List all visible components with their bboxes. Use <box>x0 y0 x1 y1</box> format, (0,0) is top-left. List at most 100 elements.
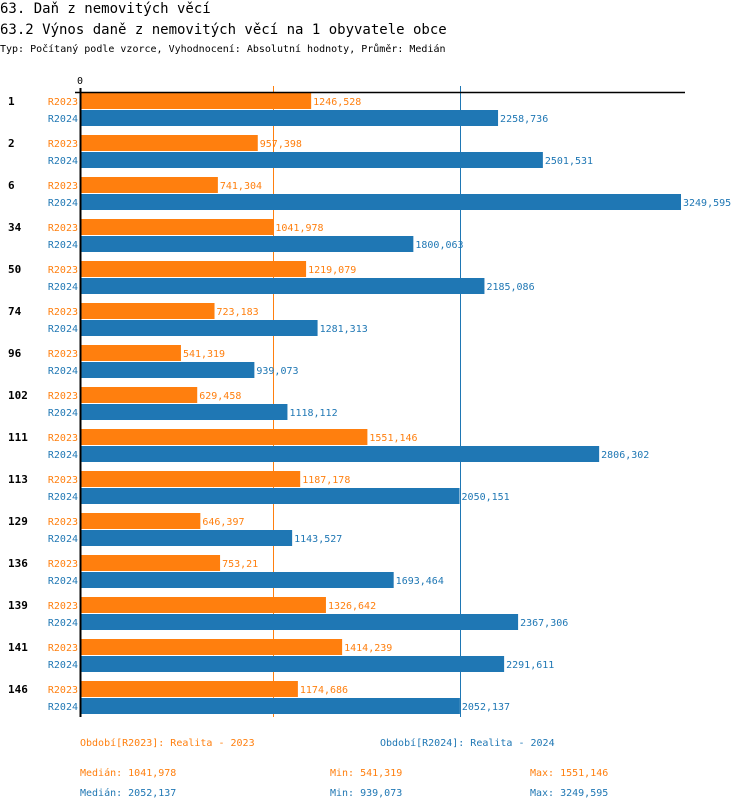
stat-r2024-max: Max: 3249,595 <box>530 788 609 799</box>
series-label: R2024 <box>48 324 78 335</box>
bar-r2023 <box>81 135 258 151</box>
series-label: R2024 <box>48 618 78 629</box>
value-label: 1219,079 <box>308 265 356 276</box>
chart-title: 63.2 Výnos daně z nemovitých věcí na 1 o… <box>0 22 447 38</box>
value-label: 957,398 <box>260 139 302 150</box>
value-label: 2806,302 <box>601 450 649 461</box>
series-label: R2024 <box>48 660 78 671</box>
value-label: 1551,146 <box>369 433 417 444</box>
series-label: R2023 <box>48 559 78 570</box>
chart-info: Typ: Počítaný podle vzorce, Vyhodnocení:… <box>0 44 446 55</box>
value-label: 1246,528 <box>313 97 361 108</box>
value-label: 646,397 <box>202 517 244 528</box>
series-label: R2023 <box>48 181 78 192</box>
category-label: 139 <box>8 599 28 612</box>
series-label: R2023 <box>48 223 78 234</box>
bar-r2024 <box>81 698 460 714</box>
category-label: 50 <box>8 263 21 276</box>
value-label: 1414,239 <box>344 643 392 654</box>
bar-r2023 <box>81 303 215 319</box>
series-label: R2023 <box>48 97 78 108</box>
bar-r2023 <box>81 429 368 445</box>
category-label: 113 <box>8 473 28 486</box>
bar-r2024 <box>81 194 681 210</box>
stat-r2023-median: Medián: 1041,978 <box>80 768 177 779</box>
bar-r2023 <box>81 93 312 109</box>
category-label: 136 <box>8 557 28 570</box>
bar-r2023 <box>81 177 218 193</box>
value-label: 741,304 <box>220 181 262 192</box>
legend-r2024: Období[R2024]: Realita - 2024 <box>380 738 555 749</box>
series-label: R2023 <box>48 349 78 360</box>
value-label: 541,319 <box>183 349 225 360</box>
bar-r2024 <box>81 614 519 630</box>
series-label: R2024 <box>48 198 78 209</box>
value-label: 1693,464 <box>396 576 444 587</box>
value-label: 1143,527 <box>294 534 342 545</box>
series-label: R2023 <box>48 139 78 150</box>
value-label: 2501,531 <box>545 156 593 167</box>
value-label: 629,458 <box>199 391 241 402</box>
value-label: 1118,112 <box>289 408 337 419</box>
bar-r2023 <box>81 261 307 277</box>
series-label: R2023 <box>48 433 78 444</box>
bar-r2023 <box>81 387 198 403</box>
category-label: 1 <box>8 95 15 108</box>
bar-r2024 <box>81 488 460 504</box>
legend-r2023: Období[R2023]: Realita - 2023 <box>80 738 255 749</box>
category-label: 111 <box>8 431 28 444</box>
bar-r2024 <box>81 572 394 588</box>
stat-r2024-min: Min: 939,073 <box>330 788 403 799</box>
category-label: 141 <box>8 641 28 654</box>
bar-r2024 <box>81 530 293 546</box>
series-label: R2024 <box>48 408 78 419</box>
series-label: R2024 <box>48 534 78 545</box>
bar-r2024 <box>81 278 485 294</box>
bar-r2024 <box>81 656 505 672</box>
value-label: 2291,611 <box>506 660 554 671</box>
stat-r2023-min: Min: 541,319 <box>330 768 403 779</box>
bar-r2023 <box>81 513 201 529</box>
series-label: R2024 <box>48 450 78 461</box>
value-label: 2052,137 <box>462 702 510 713</box>
value-label: 2258,736 <box>500 114 548 125</box>
category-label: 129 <box>8 515 28 528</box>
bar-r2023 <box>81 345 181 361</box>
category-label: 146 <box>8 683 28 696</box>
stat-r2024-median: Medián: 2052,137 <box>80 788 177 799</box>
value-label: 753,21 <box>222 559 258 570</box>
series-label: R2023 <box>48 517 78 528</box>
value-label: 1041,978 <box>275 223 323 234</box>
value-label: 723,183 <box>217 307 259 318</box>
series-label: R2024 <box>48 576 78 587</box>
page-title: 63. Daň z nemovitých věcí <box>0 1 211 17</box>
bar-r2024 <box>81 152 543 168</box>
bar-r2024 <box>81 110 499 126</box>
value-label: 2185,086 <box>486 282 534 293</box>
bar-r2024 <box>81 404 288 420</box>
bar-r2023 <box>81 639 343 655</box>
series-label: R2023 <box>48 265 78 276</box>
stat-r2023-max: Max: 1551,146 <box>530 768 609 779</box>
value-label: 1800,063 <box>415 240 463 251</box>
category-label: 102 <box>8 389 28 402</box>
category-label: 74 <box>8 305 22 318</box>
category-label: 34 <box>8 221 22 234</box>
category-label: 6 <box>8 179 15 192</box>
series-label: R2023 <box>48 685 78 696</box>
value-label: 2050,151 <box>462 492 510 503</box>
bar-r2024 <box>81 320 318 336</box>
value-label: 1187,178 <box>302 475 350 486</box>
series-label: R2023 <box>48 643 78 654</box>
series-label: R2023 <box>48 391 78 402</box>
bar-r2024 <box>81 446 600 462</box>
series-label: R2023 <box>48 307 78 318</box>
series-label: R2024 <box>48 240 78 251</box>
category-label: 96 <box>8 347 22 360</box>
series-label: R2024 <box>48 114 78 125</box>
bar-r2023 <box>81 681 298 697</box>
value-label: 939,073 <box>256 366 298 377</box>
value-label: 2367,306 <box>520 618 568 629</box>
series-label: R2024 <box>48 282 78 293</box>
value-label: 1281,313 <box>320 324 368 335</box>
